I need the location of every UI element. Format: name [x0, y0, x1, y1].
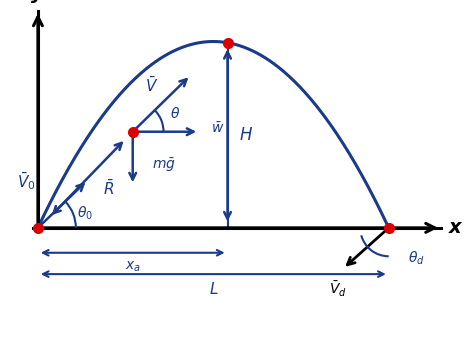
Text: $m\bar{g}$: $m\bar{g}$	[152, 157, 175, 174]
Text: $\bar{V}_0$: $\bar{V}_0$	[17, 171, 36, 193]
Text: $H$: $H$	[239, 126, 254, 144]
Text: $\bar{V}_d$: $\bar{V}_d$	[329, 279, 347, 299]
Text: $\theta_d$: $\theta_d$	[408, 249, 424, 267]
Text: $\bar{w}$: $\bar{w}$	[211, 121, 224, 136]
Text: $\boldsymbol{y}$: $\boldsymbol{y}$	[30, 0, 46, 5]
Text: $\boldsymbol{x}$: $\boldsymbol{x}$	[448, 218, 464, 237]
Text: $x_a$: $x_a$	[125, 260, 141, 274]
Text: $\bar{V}$: $\bar{V}$	[146, 76, 159, 95]
Text: $\theta$: $\theta$	[170, 106, 181, 121]
Text: $\theta_0$: $\theta_0$	[77, 205, 93, 222]
Text: $\bar{R}$: $\bar{R}$	[102, 179, 114, 198]
Text: $L$: $L$	[209, 281, 218, 297]
